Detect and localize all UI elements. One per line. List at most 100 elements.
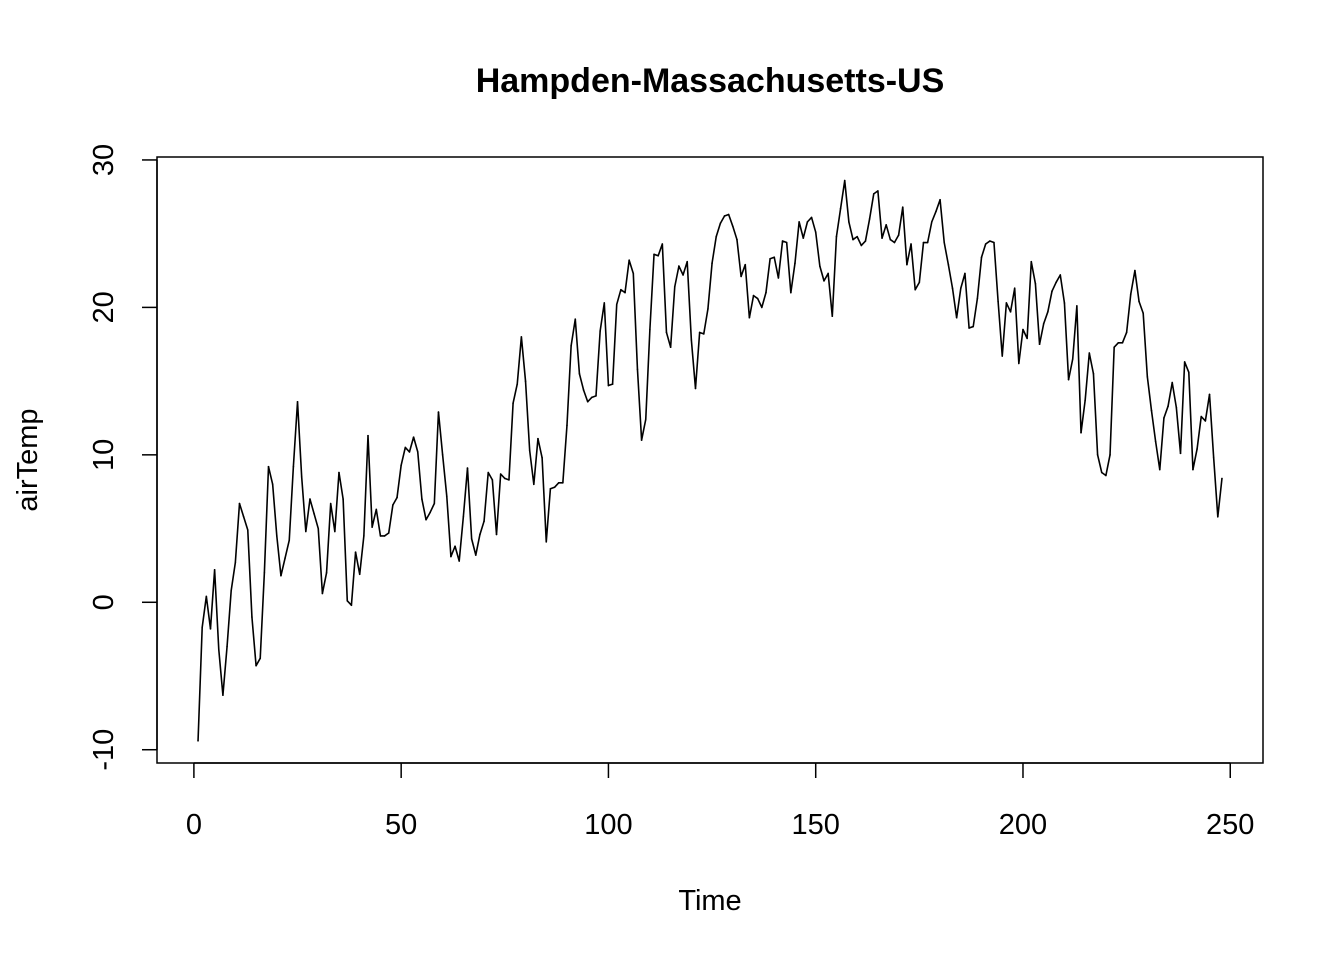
data-point — [1175, 406, 1178, 409]
data-point — [756, 297, 759, 300]
data-point — [852, 238, 854, 241]
data-point — [1018, 362, 1020, 365]
data-point — [856, 235, 858, 238]
data-point — [715, 235, 718, 238]
data-point — [1212, 456, 1215, 459]
data-point — [752, 294, 755, 297]
data-point — [284, 557, 286, 559]
data-point — [885, 224, 887, 226]
data-point — [823, 280, 825, 282]
data-point — [276, 535, 278, 537]
data-point — [213, 569, 216, 571]
data-point — [615, 303, 618, 306]
data-point — [644, 418, 647, 421]
data-point — [1150, 409, 1153, 412]
data-point — [1042, 322, 1045, 325]
data-point — [1146, 375, 1149, 378]
data-point — [425, 518, 427, 521]
data-point — [1059, 274, 1062, 276]
data-point — [226, 645, 228, 648]
data-point — [761, 306, 763, 309]
data-point — [387, 532, 390, 534]
data-point — [740, 275, 742, 278]
y-axis: -10 0 10 20 30 — [88, 144, 158, 771]
data-point — [922, 241, 925, 244]
x-tick-label: 0 — [186, 809, 202, 841]
data-point — [234, 561, 237, 564]
data-point — [790, 291, 792, 294]
data-point — [935, 210, 937, 213]
data-point — [470, 538, 473, 540]
data-point — [955, 316, 958, 319]
data-point — [1200, 415, 1203, 418]
data-point — [595, 395, 597, 397]
data-point — [255, 664, 257, 667]
data-point — [980, 256, 983, 259]
x-tick-label: 200 — [999, 809, 1047, 841]
data-point — [636, 368, 639, 371]
data-point — [1179, 452, 1182, 455]
data-point — [951, 287, 954, 290]
data-point — [707, 308, 709, 310]
data-point — [1117, 341, 1120, 344]
data-point — [736, 238, 738, 241]
data-point — [976, 297, 979, 300]
data-point — [1188, 371, 1190, 374]
data-point — [831, 315, 834, 318]
x-axis-label: Time — [678, 885, 741, 917]
data-point — [508, 479, 510, 481]
data-point — [984, 243, 987, 245]
data-point — [1067, 378, 1070, 381]
data-point — [744, 263, 747, 266]
data-point — [1167, 405, 1169, 407]
data-point — [1142, 312, 1144, 315]
data-point — [939, 198, 941, 201]
data-point — [495, 533, 498, 536]
data-point — [640, 439, 643, 441]
data-point — [960, 287, 962, 290]
data-point — [798, 221, 800, 223]
data-point — [1154, 440, 1157, 443]
data-point — [392, 504, 394, 506]
data-point — [570, 344, 572, 347]
data-point — [334, 530, 336, 533]
data-point — [773, 256, 776, 259]
data-point — [839, 207, 842, 210]
data-point — [732, 225, 734, 228]
data-point — [541, 456, 543, 459]
data-point — [943, 241, 946, 244]
data-point — [305, 530, 307, 533]
data-point — [1163, 417, 1165, 419]
data-point — [230, 589, 232, 592]
data-point — [1208, 393, 1211, 396]
data-point — [466, 467, 469, 469]
data-point — [259, 657, 262, 660]
data-point — [309, 498, 311, 500]
data-point — [901, 206, 904, 208]
data-point — [317, 527, 320, 530]
data-point — [1134, 269, 1136, 272]
data-point — [794, 262, 796, 264]
data-point — [246, 529, 249, 531]
data-point — [433, 502, 436, 505]
data-point — [396, 496, 398, 499]
data-point — [649, 328, 651, 331]
data-point — [578, 372, 581, 375]
data-point — [864, 240, 867, 242]
data-point — [1105, 474, 1107, 477]
data-point — [346, 600, 349, 602]
data-point — [1109, 454, 1111, 456]
data-point — [848, 221, 850, 223]
data-point — [1030, 260, 1033, 263]
data-point — [607, 384, 610, 387]
data-point — [557, 482, 560, 484]
data-point — [993, 241, 995, 244]
data-point — [520, 336, 523, 338]
data-point — [325, 572, 328, 574]
data-point — [765, 291, 767, 294]
data-point — [1129, 293, 1132, 295]
data-point — [889, 238, 892, 241]
data-point — [1080, 431, 1082, 434]
data-point — [1100, 471, 1103, 474]
data-point — [251, 616, 253, 618]
